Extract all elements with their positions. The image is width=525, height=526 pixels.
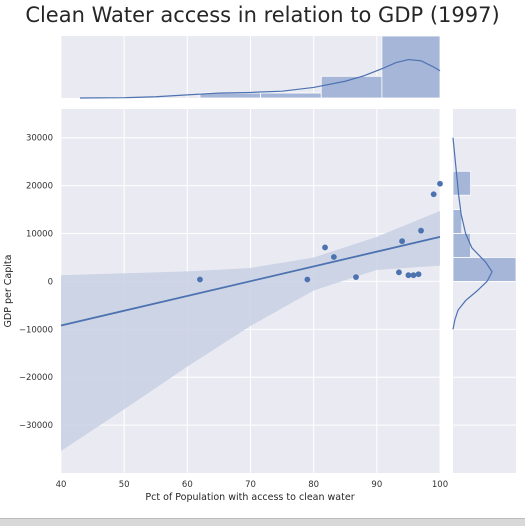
marginal-y-bar <box>452 233 472 258</box>
marginal-y-bar <box>452 257 517 282</box>
data-point <box>415 271 422 278</box>
y-tick-labels: −30000 −20000 −10000 0 10000 20000 30000 <box>19 134 53 431</box>
y-tick-label: 10000 <box>26 230 53 240</box>
data-point <box>322 244 328 251</box>
marginal-y-kde <box>452 137 493 330</box>
data-point <box>396 269 402 276</box>
chart-title: Clean Water access in relation to GDP (1… <box>25 3 500 27</box>
y-tick-label: 30000 <box>26 134 53 144</box>
y-tick-label: −10000 <box>19 325 53 335</box>
x-tick-label: 40 <box>56 480 67 490</box>
marginal-x-panel <box>60 35 441 99</box>
marginal-x-bar <box>381 35 441 99</box>
data-point <box>304 276 311 283</box>
marginal-x-kde <box>79 58 441 99</box>
window-bottom-edge <box>0 518 525 526</box>
data-point <box>330 254 337 260</box>
data-point <box>418 227 424 234</box>
marginal-x-bars <box>199 35 441 99</box>
marginal-y-panel <box>452 109 517 473</box>
data-point <box>405 272 412 279</box>
x-tick-labels: 40 50 60 70 80 90 100 <box>56 480 449 490</box>
x-axis-label: Pct of Population with access to clean w… <box>145 492 354 503</box>
y-tick-label: 20000 <box>26 182 53 192</box>
marginal-y-bar <box>452 170 472 196</box>
x-tick-label: 60 <box>182 480 193 490</box>
data-point <box>353 274 359 281</box>
x-tick-label: 80 <box>308 480 319 490</box>
data-point <box>437 180 443 187</box>
marginal-y-bars <box>452 170 517 282</box>
y-axis-label: GDP per Capita <box>3 255 14 328</box>
data-point <box>197 276 203 283</box>
x-tick-label: 70 <box>245 480 256 490</box>
scatter-points <box>197 180 443 283</box>
marginal-y-background <box>453 109 516 473</box>
marginal-x-bar <box>260 92 322 99</box>
y-tick-label: 0 <box>48 277 53 287</box>
y-tick-label: −30000 <box>19 421 53 431</box>
data-point <box>399 238 405 245</box>
y-tick-label: −20000 <box>19 373 53 383</box>
confidence-band <box>61 211 440 451</box>
data-point <box>410 272 417 279</box>
x-tick-label: 100 <box>432 480 448 490</box>
data-point <box>430 191 437 198</box>
regression-line <box>60 236 441 327</box>
main-plot-panel <box>60 109 443 473</box>
x-tick-label: 90 <box>371 480 382 490</box>
x-tick-label: 50 <box>119 480 130 490</box>
